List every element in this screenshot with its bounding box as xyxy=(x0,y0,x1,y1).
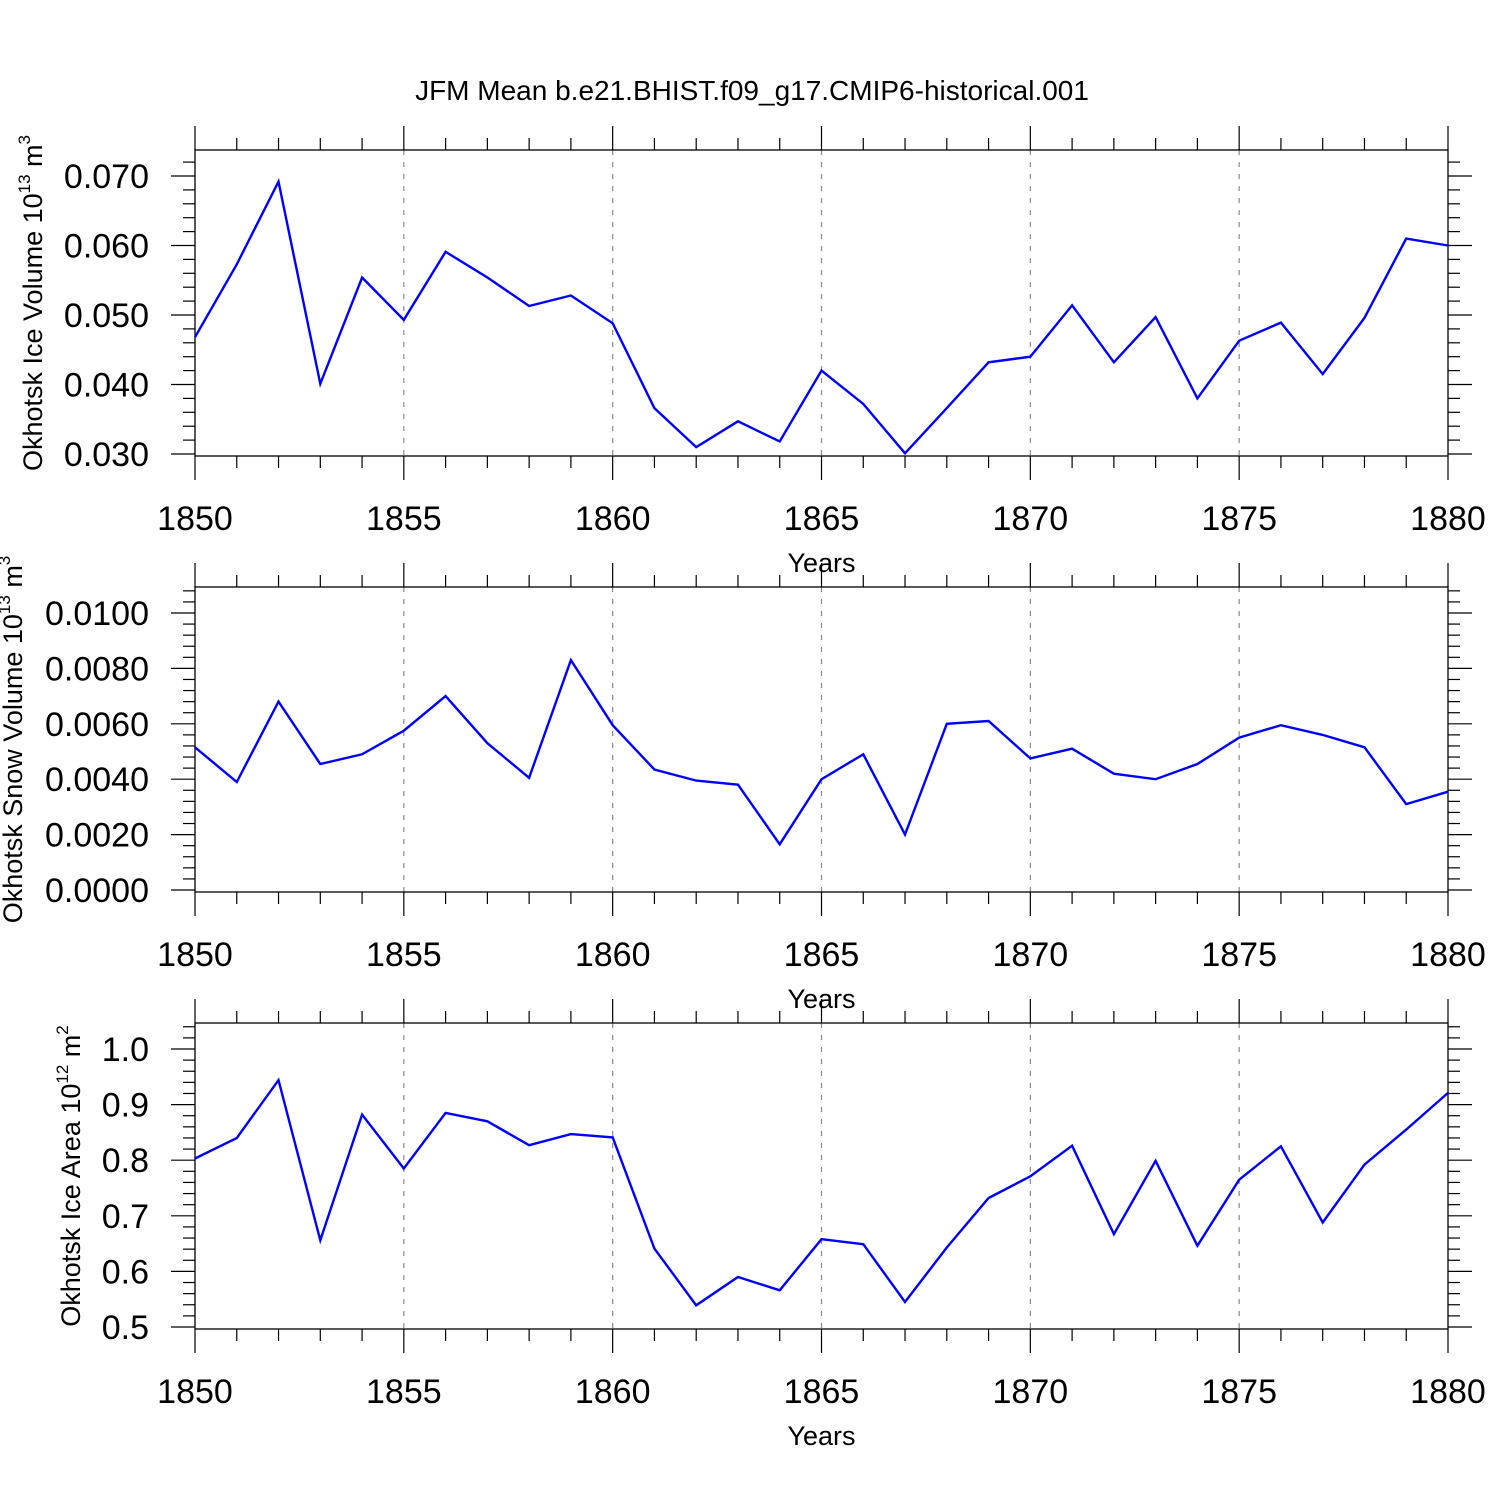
y-axis-label: Okhotsk Ice Area 1012 m2 xyxy=(53,1025,86,1327)
x-tick-label: 1870 xyxy=(993,1373,1069,1411)
x-tick-label: 1875 xyxy=(1201,500,1277,538)
series-line xyxy=(194,1077,1449,1307)
y-tick-label: 1.0 xyxy=(102,1031,149,1069)
x-tick-label: 1850 xyxy=(157,1373,233,1411)
y-tick-labels: 0.030 0.040 0.050 0.060 0.070 xyxy=(64,158,149,474)
x-tick-label: 1880 xyxy=(1410,936,1486,974)
y-tick-label: 0.5 xyxy=(102,1309,149,1347)
y-tick-label: 0.0100 xyxy=(45,595,149,633)
x-tick-labels: 1850 1855 1860 1865 1870 1875 1880 xyxy=(157,936,1486,974)
x-tick-label: 1850 xyxy=(157,500,233,538)
y-tick-label: 0.0060 xyxy=(45,706,149,744)
axis-ticks xyxy=(171,999,1472,1353)
x-tick-label: 1880 xyxy=(1410,1373,1486,1411)
y-tick-label: 0.8 xyxy=(102,1142,149,1180)
x-tick-label: 1850 xyxy=(157,936,233,974)
x-tick-label: 1855 xyxy=(366,500,442,538)
x-tick-label: 1875 xyxy=(1201,1373,1277,1411)
panel-snow-volume: 0.0000 0.0020 0.0040 0.0060 0.0080 0.0100 185… xyxy=(0,556,1486,1014)
y-tick-label: 0.050 xyxy=(64,297,149,335)
y-tick-label: 0.6 xyxy=(102,1253,149,1291)
x-tick-label: 1865 xyxy=(784,500,860,538)
plot-frame xyxy=(194,1022,1449,1330)
y-tick-label: 0.7 xyxy=(102,1198,149,1236)
axis-ticks xyxy=(171,126,1472,480)
x-gridlines xyxy=(403,1023,1240,1329)
y-tick-label: 0.0020 xyxy=(45,817,149,855)
x-tick-label: 1875 xyxy=(1201,936,1277,974)
y-tick-label: 0.0080 xyxy=(45,650,149,688)
y-axis-label: Okhotsk Ice Volume 1013 m3 xyxy=(15,135,48,471)
y-tick-label: 0.030 xyxy=(64,436,149,474)
x-axis-label: Years xyxy=(787,1421,855,1451)
plot-frame xyxy=(194,149,1449,457)
y-axis-label: Okhotsk Snow Volume 1013 m3 xyxy=(0,556,28,924)
y-tick-label: 0.9 xyxy=(102,1087,149,1125)
x-tick-labels: 1850 1855 1860 1865 1870 1875 1880 xyxy=(157,500,1486,538)
y-tick-label: 0.070 xyxy=(64,158,149,196)
x-tick-label: 1880 xyxy=(1410,500,1486,538)
x-tick-label: 1860 xyxy=(575,1373,651,1411)
y-tick-label: 0.0040 xyxy=(45,761,149,799)
series-polyline xyxy=(194,1077,1449,1307)
x-gridlines xyxy=(403,150,1240,456)
y-tick-labels: 0.5 0.6 0.7 0.8 0.9 1.0 xyxy=(102,1031,149,1347)
x-tick-label: 1855 xyxy=(366,1373,442,1411)
series-polyline xyxy=(194,657,1449,847)
y-tick-label: 0.040 xyxy=(64,367,149,405)
series-polyline xyxy=(193,177,1449,456)
x-tick-label: 1860 xyxy=(575,500,651,538)
panel-ice-area: 0.50.60.70.80.91.0 1850 1855 1860 1865 1870 1… xyxy=(53,999,1486,1451)
y-tick-label: 0.0000 xyxy=(45,872,149,910)
x-tick-labels: 1850 1855 1860 1865 1870 1875 1880 xyxy=(157,1373,1486,1411)
series-line xyxy=(194,657,1449,847)
x-tick-label: 1870 xyxy=(993,936,1069,974)
chart-title: JFM Mean b.e21.BHIST.f09_g17.CMIP6-histo… xyxy=(415,75,1089,106)
x-tick-label: 1855 xyxy=(366,936,442,974)
x-tick-label: 1860 xyxy=(575,936,651,974)
x-tick-label: 1870 xyxy=(993,500,1069,538)
x-tick-label: 1865 xyxy=(784,1373,860,1411)
y-tick-labels: 0.0000 0.0020 0.0040 0.0060 0.0080 0.0100 xyxy=(45,595,149,910)
series-line xyxy=(193,177,1449,456)
x-gridlines xyxy=(403,587,1240,892)
axis-ticks xyxy=(171,563,1472,916)
x-tick-label: 1865 xyxy=(784,936,860,974)
y-tick-label: 0.060 xyxy=(64,228,149,266)
plot-frame xyxy=(194,586,1449,893)
